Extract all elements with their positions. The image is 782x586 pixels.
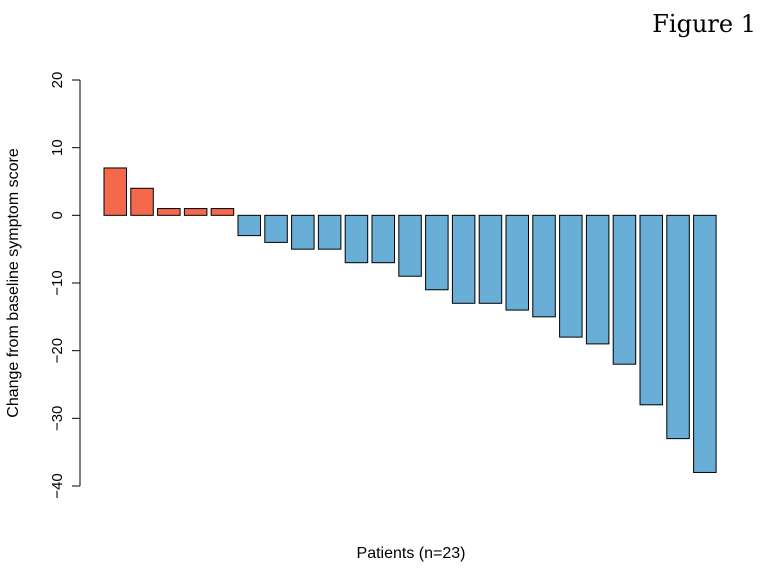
- y-tick-label: −20: [49, 338, 66, 363]
- bar-patient-18: [559, 214, 583, 338]
- bar-patient-13: [425, 214, 449, 291]
- y-tick-label: −30: [49, 406, 66, 431]
- x-axis-title: Patients (n=23): [357, 545, 466, 562]
- bar-patient-11: [371, 214, 395, 264]
- bar-patient-20: [612, 214, 637, 365]
- y-tick-label: 10: [49, 139, 66, 156]
- y-tick-label: 0: [49, 211, 66, 219]
- bar-patient-16: [505, 214, 529, 311]
- bar-patient-10: [344, 214, 369, 264]
- y-axis-title: Change from baseline symptom score: [5, 148, 22, 418]
- y-axis: 20 10 0 −10 −20 −30 −40: [49, 72, 81, 499]
- bar-patient-2: [130, 187, 154, 216]
- bar-patient-1: [103, 167, 127, 216]
- bar-patient-17: [532, 214, 556, 318]
- y-tick-label: 20: [49, 72, 66, 89]
- y-tick-label: −40: [49, 473, 66, 498]
- bar-patient-15: [478, 214, 503, 304]
- bar-patient-4: [183, 208, 208, 216]
- bar-patient-12: [398, 214, 422, 277]
- bar-patient-8: [291, 214, 315, 250]
- bar-patient-9: [317, 214, 342, 250]
- y-tick-label: −10: [49, 270, 66, 295]
- bar-patient-7: [264, 214, 288, 243]
- bar-patient-21: [639, 214, 663, 406]
- bar-patient-19: [585, 214, 610, 345]
- bar-patient-14: [451, 214, 476, 304]
- bar-patient-5: [210, 208, 235, 216]
- figure-label: Figure 1: [652, 10, 756, 38]
- bar-patient-23: [693, 214, 717, 473]
- bar-patient-6: [237, 214, 261, 237]
- bar-patient-3: [157, 208, 181, 216]
- bars: [103, 167, 717, 473]
- bar-patient-22: [666, 214, 690, 440]
